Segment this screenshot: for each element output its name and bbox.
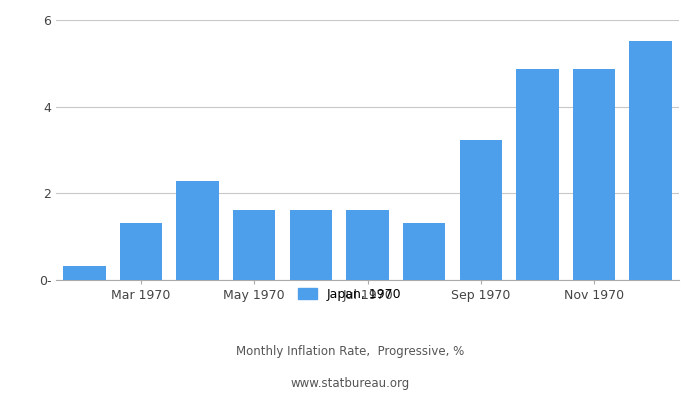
Text: Monthly Inflation Rate,  Progressive, %: Monthly Inflation Rate, Progressive, % bbox=[236, 346, 464, 358]
Bar bbox=[290, 210, 332, 280]
Bar bbox=[516, 68, 559, 280]
Bar bbox=[63, 266, 106, 280]
Bar bbox=[176, 181, 219, 280]
Bar bbox=[459, 140, 502, 280]
Legend: Japan, 1970: Japan, 1970 bbox=[293, 283, 407, 306]
Bar bbox=[120, 223, 162, 280]
Bar bbox=[233, 210, 276, 280]
Bar bbox=[346, 210, 389, 280]
Bar bbox=[573, 68, 615, 280]
Text: www.statbureau.org: www.statbureau.org bbox=[290, 378, 410, 390]
Bar bbox=[403, 223, 445, 280]
Bar bbox=[629, 41, 672, 280]
